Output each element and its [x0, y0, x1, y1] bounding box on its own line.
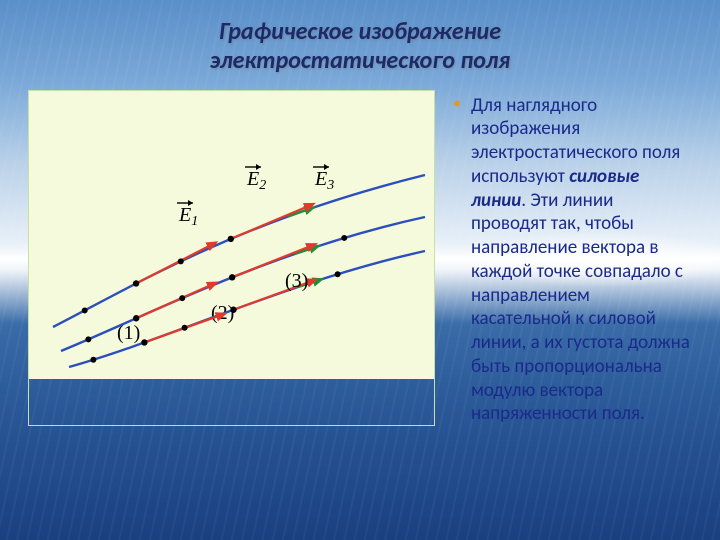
slide-title: Графическое изображение электростатическ…: [0, 0, 720, 90]
line-id-label: (3): [285, 270, 308, 292]
content-row: (1)(2)(3)E1E2E3 • Для наглядного изображ…: [0, 90, 720, 427]
vector-label: E1: [177, 200, 198, 229]
slide-content: Графическое изображение электростатическ…: [0, 0, 720, 540]
field-point: [341, 235, 347, 241]
field-point: [178, 258, 184, 264]
field-point: [141, 339, 147, 345]
title-line-1: Графическое изображение: [60, 18, 660, 47]
tangent-vector: [231, 203, 314, 238]
tangent-vector: [136, 282, 216, 318]
title-line-2: электростатического поля: [60, 47, 660, 76]
field-point: [133, 280, 139, 286]
para-post: . Эти линии проводят так, чтобы направле…: [471, 189, 690, 426]
field-point: [229, 274, 235, 280]
field-line: [69, 251, 425, 367]
field-point: [82, 307, 88, 313]
paragraph: Для наглядного изображения электростатич…: [471, 94, 692, 427]
vector-label: E2: [245, 164, 266, 193]
bullet-item: • Для наглядного изображения электростат…: [453, 94, 692, 427]
field-point: [230, 306, 236, 312]
field-line: [61, 217, 425, 351]
tangent-vector: [136, 242, 216, 283]
field-point: [133, 315, 139, 321]
field-point: [335, 271, 341, 277]
diagram-svg: (1)(2)(3)E1E2E3: [29, 91, 434, 379]
field-point: [179, 295, 185, 301]
vector-label: E3: [313, 164, 334, 193]
field-point: [85, 336, 91, 342]
field-point: [90, 356, 96, 362]
bullet-dot: •: [453, 94, 461, 427]
svg-text:E2: E2: [246, 168, 266, 193]
svg-text:E3: E3: [314, 168, 334, 193]
description-text: • Для наглядного изображения электростат…: [453, 90, 692, 427]
field-line: [53, 175, 425, 327]
field-point: [228, 235, 234, 241]
svg-text:E1: E1: [178, 204, 198, 229]
field-point: [182, 324, 188, 330]
field-lines-diagram: (1)(2)(3)E1E2E3: [28, 90, 435, 427]
